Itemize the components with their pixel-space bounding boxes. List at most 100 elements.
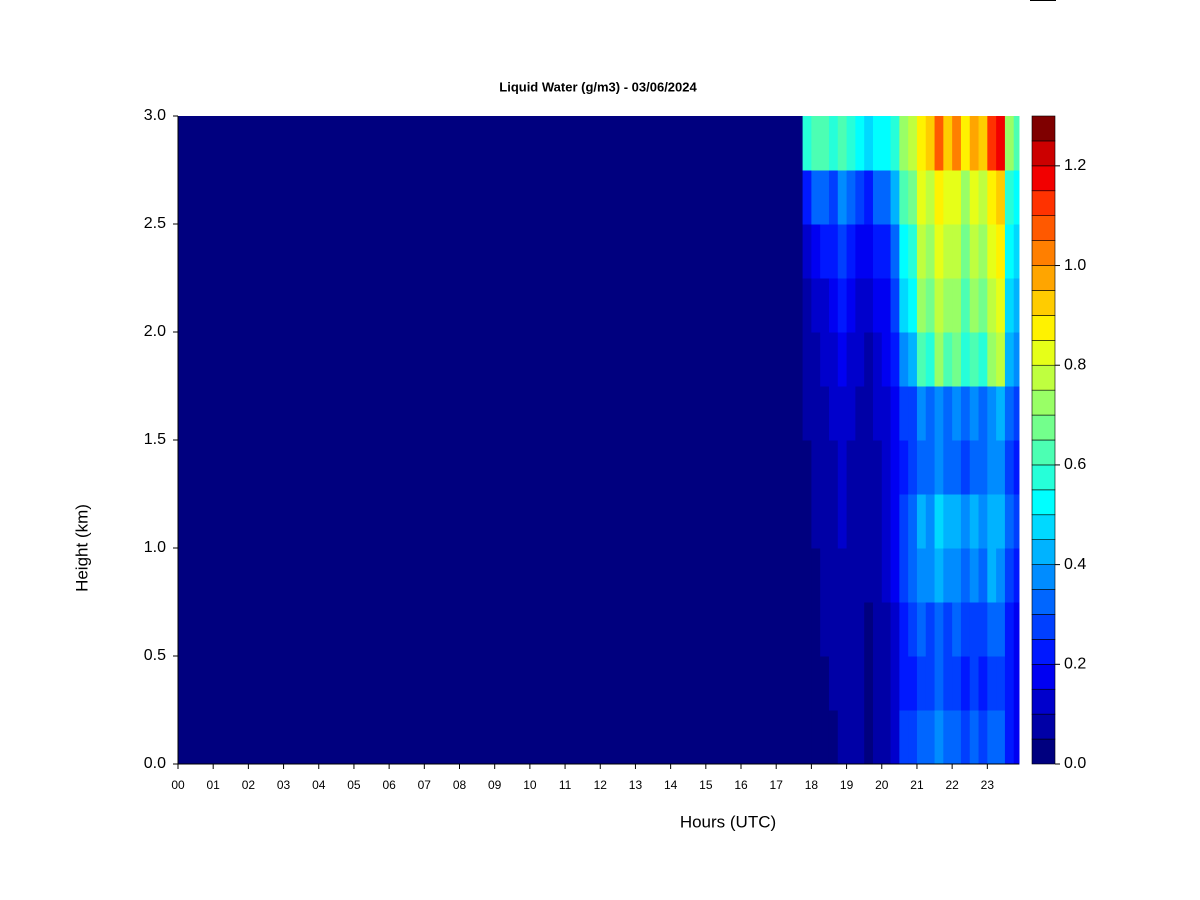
heat-cell (943, 278, 953, 333)
heat-cell (872, 440, 883, 495)
heat-cell (881, 116, 892, 171)
heat-cell (890, 548, 900, 603)
heat-cell (820, 548, 830, 603)
heat-cell (811, 116, 821, 171)
colorbar-tick-label: 0.6 (1064, 456, 1086, 473)
heat-cell (934, 224, 944, 279)
heat-cell (934, 494, 944, 549)
heat-cell (828, 440, 839, 495)
heat-cell (846, 170, 856, 225)
colorbar-tick-label: 1.2 (1064, 157, 1086, 174)
heat-cell (846, 656, 856, 711)
colorbar-cell (1031, 165, 1056, 192)
y-tick-label: 2.0 (144, 323, 166, 340)
heat-cell (820, 116, 830, 171)
colorbar-tick-label: 0.2 (1064, 656, 1086, 673)
heat-cell (996, 710, 1006, 765)
heat-cell (916, 656, 927, 711)
heat-cell (828, 224, 839, 279)
heat-cell (899, 548, 909, 603)
y-tick-label: 3.0 (144, 107, 166, 124)
heat-cell (960, 116, 971, 171)
x-tick-label: 02 (242, 778, 256, 792)
heat-cell (855, 656, 865, 711)
heat-cell (837, 656, 848, 711)
heat-cell (890, 710, 900, 765)
heat-cell (846, 224, 856, 279)
heat-cell (952, 548, 962, 603)
heat-cell (943, 548, 953, 603)
colorbar-cell (1031, 539, 1056, 565)
heat-cell (987, 494, 997, 549)
heat-cell (916, 710, 927, 765)
heat-cell (820, 278, 830, 333)
heat-cell (872, 224, 883, 279)
heat-cell (864, 710, 874, 765)
heat-cell (943, 116, 953, 171)
heat-cell (828, 548, 839, 603)
heat-cell (1013, 116, 1020, 171)
x-tick-label: 07 (418, 778, 432, 792)
colorbar-cell (1031, 340, 1056, 366)
heat-cell (820, 656, 830, 711)
heat-cell (855, 278, 865, 333)
heat-cell (828, 710, 839, 765)
heat-cell (908, 656, 918, 711)
heat-cell (916, 386, 927, 441)
heat-cell (960, 278, 971, 333)
colorbar-cell (1031, 688, 1056, 715)
heat-cell (855, 116, 865, 171)
heat-cell (908, 116, 918, 171)
heat-cell (820, 494, 830, 549)
colorbar-cell (1031, 664, 1056, 690)
heat-cell (899, 440, 909, 495)
colorbar-cell (1031, 639, 1056, 665)
heat-cell (864, 440, 874, 495)
heat-cell (1004, 278, 1015, 333)
heat-cell (828, 386, 839, 441)
heat-cell (802, 116, 812, 171)
heat-cell (943, 656, 953, 711)
heat-cell (872, 386, 883, 441)
heat-cell (987, 710, 997, 765)
heat-cell (978, 602, 988, 657)
heat-cell (978, 332, 988, 387)
heat-cell (855, 224, 865, 279)
heat-cell (916, 440, 927, 495)
heat-cell (864, 278, 874, 333)
heat-cell (978, 494, 988, 549)
heat-cell (960, 332, 971, 387)
heat-cell (960, 440, 971, 495)
heat-cell (855, 548, 865, 603)
heat-cell (925, 278, 936, 333)
heat-cell (899, 386, 909, 441)
heat-cell (952, 116, 962, 171)
heat-cell (828, 602, 839, 657)
heat-cell (820, 602, 830, 657)
heat-cell (969, 710, 980, 765)
heat-cell (978, 170, 988, 225)
heat-cell (952, 710, 962, 765)
heat-cell (178, 494, 804, 549)
y-axis-label: Height (km) (72, 504, 91, 592)
heat-cell (916, 278, 927, 333)
heat-cell (855, 170, 865, 225)
heat-cell (855, 386, 865, 441)
heat-cell (969, 494, 980, 549)
colorbar-tick-label: 0.4 (1064, 556, 1086, 573)
heat-cell (881, 440, 892, 495)
heat-cell (855, 602, 865, 657)
heat-cell (996, 602, 1006, 657)
heat-cell (925, 548, 936, 603)
heat-cell (943, 440, 953, 495)
heat-cell (864, 656, 874, 711)
heat-cell (828, 656, 839, 711)
heat-cell (925, 224, 936, 279)
heat-cell (908, 332, 918, 387)
x-tick-label: 10 (523, 778, 537, 792)
colorbar-cell (1031, 389, 1056, 416)
heat-cell (820, 224, 830, 279)
heat-cell (908, 548, 918, 603)
heat-cell (969, 548, 980, 603)
